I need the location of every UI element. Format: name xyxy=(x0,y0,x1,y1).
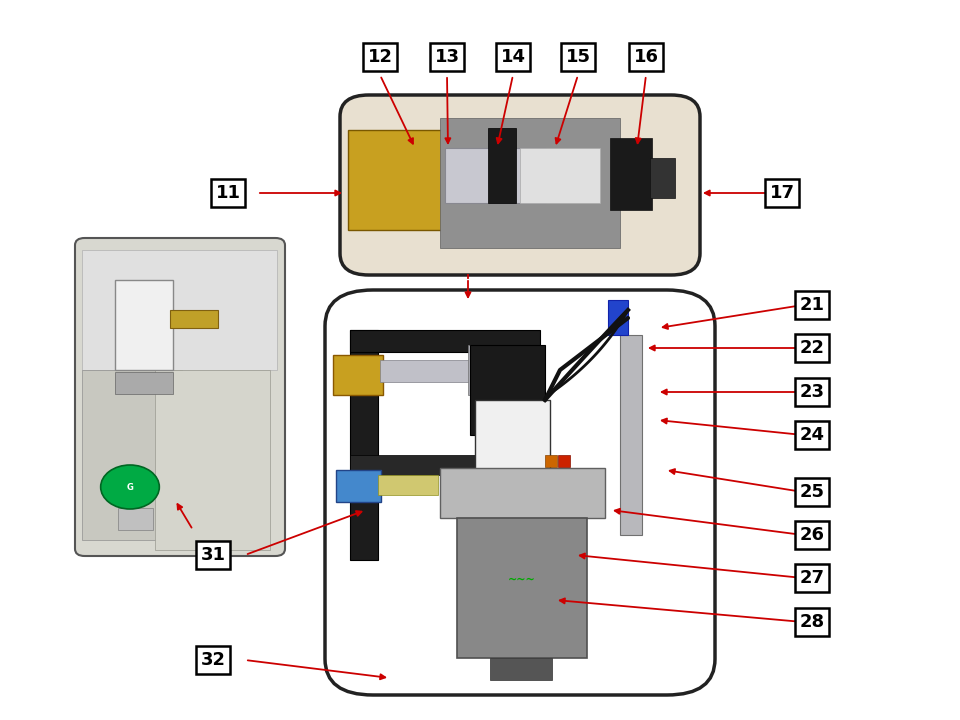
Text: 17: 17 xyxy=(770,184,795,202)
Text: 13: 13 xyxy=(435,48,460,66)
Text: 15: 15 xyxy=(565,48,590,66)
Text: G: G xyxy=(127,482,133,492)
Bar xyxy=(490,658,552,680)
FancyBboxPatch shape xyxy=(75,238,285,556)
Text: 32: 32 xyxy=(201,651,226,669)
FancyBboxPatch shape xyxy=(340,95,700,275)
Bar xyxy=(336,470,381,502)
Bar xyxy=(457,518,587,658)
Bar xyxy=(350,330,378,560)
Bar xyxy=(488,128,516,203)
Text: 14: 14 xyxy=(500,48,525,66)
Bar xyxy=(650,158,675,198)
Bar xyxy=(475,400,550,480)
Bar xyxy=(445,148,545,203)
Bar xyxy=(348,130,448,230)
Text: 11: 11 xyxy=(215,184,241,202)
Bar xyxy=(620,335,642,535)
Text: 26: 26 xyxy=(800,526,825,544)
Bar xyxy=(380,360,490,382)
Text: 31: 31 xyxy=(201,546,226,564)
Text: 12: 12 xyxy=(368,48,393,66)
Circle shape xyxy=(101,465,159,509)
Bar xyxy=(520,148,600,203)
Bar xyxy=(470,345,545,435)
Text: 21: 21 xyxy=(800,296,825,314)
Bar xyxy=(468,345,490,395)
Bar xyxy=(608,300,628,335)
Text: 28: 28 xyxy=(800,613,825,631)
Bar xyxy=(115,372,173,394)
Bar xyxy=(610,138,652,210)
Bar xyxy=(82,370,182,540)
Bar xyxy=(155,370,270,550)
Text: 24: 24 xyxy=(800,426,825,444)
Bar xyxy=(170,310,218,328)
Bar xyxy=(378,475,438,495)
Bar xyxy=(558,455,570,467)
Bar xyxy=(440,468,605,518)
Bar xyxy=(350,455,540,475)
Text: 16: 16 xyxy=(634,48,659,66)
Text: 23: 23 xyxy=(800,383,825,401)
Bar xyxy=(333,355,383,395)
Bar xyxy=(118,508,153,530)
Text: ~~~: ~~~ xyxy=(508,575,536,585)
Text: 25: 25 xyxy=(800,483,825,501)
Bar xyxy=(545,455,557,467)
Text: 27: 27 xyxy=(800,569,825,587)
Bar xyxy=(82,250,277,370)
Text: 22: 22 xyxy=(800,339,825,357)
Bar xyxy=(440,118,620,248)
FancyBboxPatch shape xyxy=(325,290,715,695)
Bar xyxy=(350,330,540,352)
Bar xyxy=(115,280,173,370)
